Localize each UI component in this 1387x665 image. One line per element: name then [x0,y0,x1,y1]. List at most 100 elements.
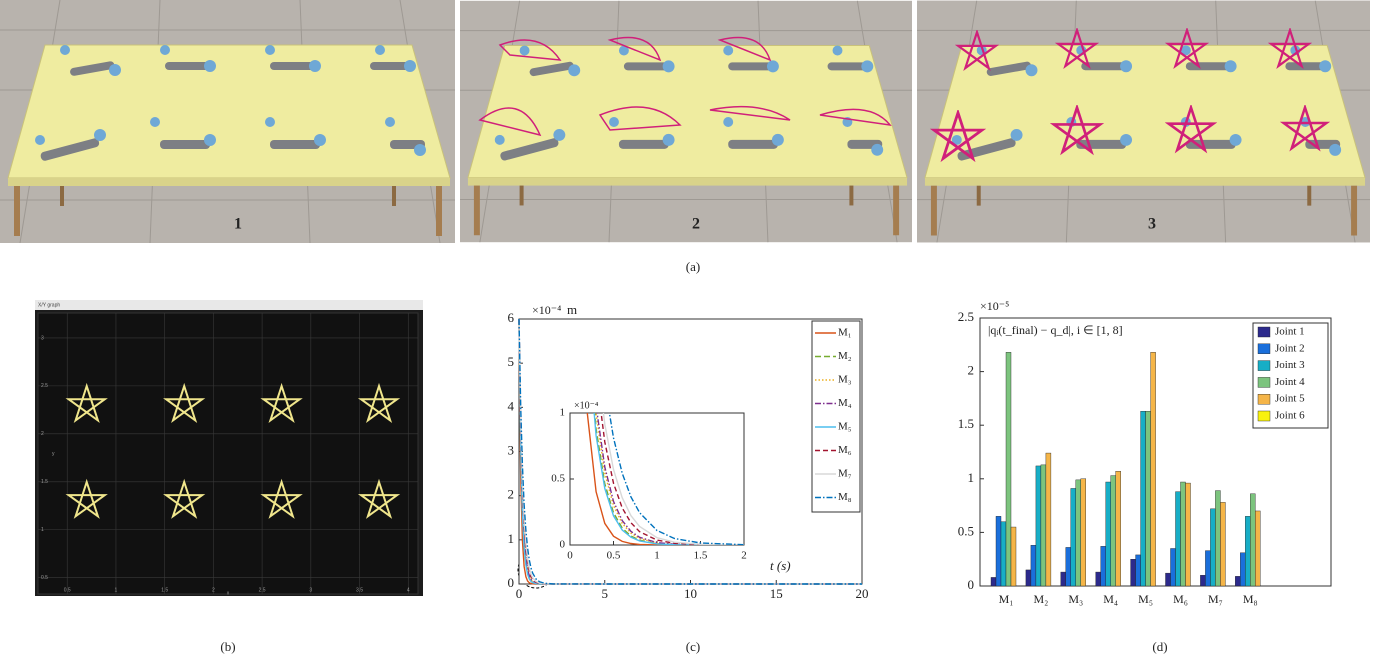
sim-scene-2 [460,1,912,242]
legend-label: Joint 3 [1275,359,1305,371]
y-tick-label: 0.5 [551,473,565,485]
bar [1171,548,1176,586]
x-tick-label: 2 [212,587,215,593]
scene-label: 2 [692,216,700,233]
y-exponent: ×10⁻⁵ [980,299,1009,313]
y-tick-label: 1 [560,407,566,419]
legend-label: Joint 6 [1275,410,1305,422]
x-tick-label: 0.5 [64,587,71,593]
legend-label: M₄ [838,397,852,409]
bar [1001,522,1006,586]
y-tick-label: 0 [968,577,975,592]
bar [1151,352,1156,586]
bar [1176,492,1181,586]
x-tick-label: 0 [516,586,523,601]
legend-label: M₂ [838,350,852,362]
x-tick-label: M₇ [1208,592,1223,606]
x-tick-label: 0 [567,550,573,562]
bar [1101,546,1106,586]
bar [1136,555,1141,586]
legend-label: Joint 5 [1275,393,1305,405]
x-axis-label: t (s) [770,558,791,573]
y-tick-label: 2 [508,487,515,502]
bar [1076,480,1081,586]
bar [1255,511,1260,586]
bar [1046,453,1051,586]
y-axis-label: m [567,302,577,317]
y-tick-label: 3 [41,335,44,341]
inset-y-exponent: ×10⁻⁴ [574,400,599,411]
x-tick-label: M₁ [999,592,1014,606]
tab-strip [35,300,423,310]
bar [1006,352,1011,586]
y-tick-label: 2 [41,431,44,437]
bar [1240,553,1245,586]
caption: (d) [1152,639,1167,654]
x-tick-label: 15 [770,586,783,601]
bar [1131,559,1136,586]
bar [1146,411,1151,586]
y-tick-label: 1 [41,527,44,533]
sim-scene-3 [917,1,1370,243]
y-tick-label: 5 [508,354,515,369]
legend-label: M₇ [838,468,852,480]
y-tick-label: 1 [968,470,975,485]
scene-label: 3 [1148,216,1156,233]
legend-swatch [1258,411,1270,421]
caption: (c) [686,639,700,654]
bar [1011,527,1016,586]
legend-label: M₃ [838,374,852,386]
y-tick-label: 0.5 [958,523,974,538]
x-tick-label: 20 [856,586,869,601]
y-tick-label: 1 [508,531,515,546]
x-tick-label: M₅ [1138,592,1153,606]
bar [1071,488,1076,586]
y-tick-label: 0 [560,539,566,551]
y-tick-label: 0 [508,575,515,590]
legend-label: M₁ [838,327,852,339]
bar [1141,411,1146,586]
x-tick-label: 4 [407,587,410,593]
legend-box [812,321,860,512]
legend-swatch [1258,394,1270,404]
caption: (b) [220,639,235,654]
legend-swatch [1258,377,1270,387]
x-tick-label: 3 [309,587,312,593]
caption: (a) [686,259,700,274]
y-tick-label: 2 [968,363,975,378]
y-tick-label: 6 [508,310,515,325]
y-tick-label: 2.5 [41,383,48,389]
x-tick-label: 10 [684,586,697,601]
bar [1116,471,1121,586]
bar [1026,570,1031,586]
tab-label: X/Y graph [38,302,60,308]
y-exponent: ×10⁻⁴ [532,303,561,317]
x-tick-label: 0.5 [607,550,621,562]
bar [1220,502,1225,586]
x-tick-label: M₃ [1068,592,1083,606]
y-tick-label: 1.5 [41,479,48,485]
legend-label: Joint 2 [1275,342,1305,354]
bar [1096,572,1101,586]
legend-label: Joint 4 [1275,376,1305,388]
x-tick-label: 1 [115,587,118,593]
bar [991,577,996,586]
bar [1061,572,1066,586]
bar [1106,482,1111,586]
legend-label: M₆ [838,444,852,456]
figure: 1 2 3 (a) (b) (c) (d) X/Y graph 0.5 1 1.5 2 2… [0,0,1387,665]
x-tick-label: 2.5 [259,587,266,593]
y-tick-label: 1.5 [958,416,974,431]
bar [1036,466,1041,586]
bar [1250,494,1255,586]
bar [1111,476,1116,586]
legend-label: M₈ [838,491,852,503]
legend-label: Joint 1 [1275,326,1305,338]
bar [996,516,1001,586]
x-tick-label: 1.5 [694,550,708,562]
x-tick-label: 1.5 [161,587,168,593]
x-tick-label: M₈ [1243,592,1258,606]
bar [1181,482,1186,586]
annotation: |qᵢ(t_final) − q_d|, i ∈ [1, 8] [988,323,1123,337]
x-tick-label: M₆ [1173,592,1188,606]
